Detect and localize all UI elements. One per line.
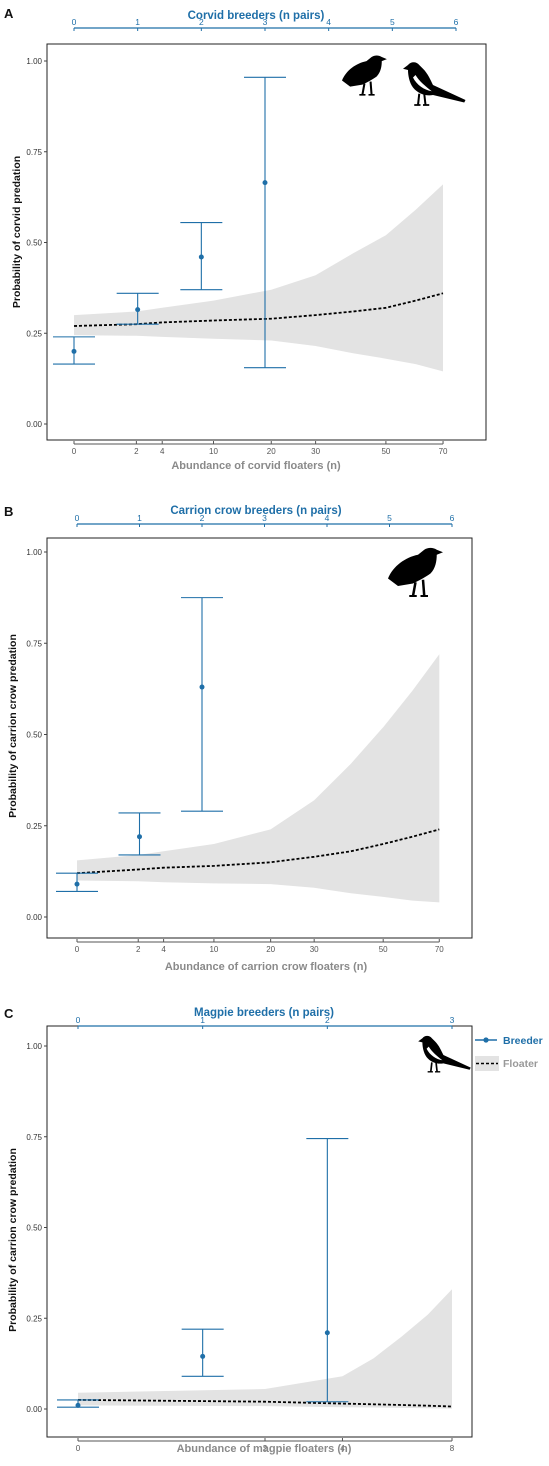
y-axis-label-b: Probability of carrion crow predation <box>7 634 19 818</box>
top-tick-label: 5 <box>390 17 395 27</box>
breeder-point <box>74 881 80 887</box>
y-tick-label: 0.50 <box>26 1224 42 1233</box>
panel-b: B Carrion crow breeders (n pairs) 0.000.… <box>4 504 473 973</box>
y-tick-label: 0.75 <box>26 148 42 157</box>
top-tick-label: 1 <box>137 513 142 523</box>
bottom-tick-label: 30 <box>310 945 319 954</box>
top-tick-label: 0 <box>75 513 80 523</box>
top-tick-label: 0 <box>76 1015 81 1025</box>
breeder-point <box>75 1402 81 1408</box>
y-tick-label: 0.00 <box>26 913 42 922</box>
top-tick-label: 5 <box>387 513 392 523</box>
y-tick-label: 0.75 <box>26 639 42 648</box>
top-tick-label: 3 <box>450 1015 455 1025</box>
plot-area-c: 0.00 0.25 0.50 0.75 1.00 0 1 2 3 0 2 4 8 <box>26 1015 473 1453</box>
bottom-tick-label: 0 <box>76 1444 81 1453</box>
x-axis-label-b: Abundance of carrion crow floaters (n) <box>165 961 368 973</box>
bottom-tick-label: 10 <box>209 447 218 456</box>
bottom-tick-label: 70 <box>435 945 444 954</box>
x-axis-label-a: Abundance of corvid floaters (n) <box>171 460 341 472</box>
top-axis-title-c: Magpie breeders (n pairs) <box>194 1007 334 1019</box>
top-tick-label: 0 <box>72 17 77 27</box>
floater-mean-line <box>73 292 444 327</box>
y-tick-label: 0.75 <box>26 1133 42 1142</box>
y-tick-label: 0.25 <box>26 822 42 831</box>
top-tick-label: 2 <box>200 513 205 523</box>
bottom-tick-label: 0 <box>72 447 77 456</box>
floater-confidence-band <box>74 184 443 372</box>
bottom-tick-label: 0 <box>75 945 80 954</box>
legend-breeder-label: Breeder <box>503 1035 543 1047</box>
legend-breeder-dot <box>483 1037 489 1043</box>
y-tick-label: 1.00 <box>26 57 42 66</box>
floater-mean-line <box>76 828 440 875</box>
breeder-point <box>135 307 141 313</box>
top-axis-title-b: Carrion crow breeders (n pairs) <box>170 505 341 517</box>
y-axis-label-c: Probability of carrion crow predation <box>7 1148 19 1332</box>
top-tick-label: 2 <box>325 1015 330 1025</box>
magpie-silhouette-c <box>417 1034 472 1073</box>
breeder-point <box>71 348 77 354</box>
top-tick-label: 3 <box>263 17 268 27</box>
bottom-tick-label: 20 <box>266 945 275 954</box>
plot-area-b: 0.00 0.25 0.50 0.75 1.00 0 1 2 3 4 5 6 0 2 4 10 20 30 50 70 <box>26 513 473 954</box>
plot-area-a: 0.00 0.25 0.50 0.75 1.00 0 1 2 3 4 5 6 0 2 4 10 20 30 50 70 <box>26 17 487 456</box>
bottom-tick-label: 20 <box>267 447 276 456</box>
y-tick-label: 0.25 <box>26 1314 42 1323</box>
floater-mean-line <box>77 1399 453 1408</box>
x-axis-label-c: Abundance of magpie floaters (n) <box>177 1443 352 1455</box>
bottom-tick-label: 50 <box>381 447 390 456</box>
y-tick-label: 0.25 <box>26 329 42 338</box>
breeder-point <box>324 1330 330 1336</box>
bottom-tick-label: 70 <box>439 447 448 456</box>
top-tick-label: 4 <box>325 513 330 523</box>
top-axis-title-a: Corvid breeders (n pairs) <box>188 10 325 22</box>
y-tick-label: 0.00 <box>26 420 42 429</box>
y-tick-label: 1.00 <box>26 548 42 557</box>
bottom-tick-label: 2 <box>136 945 141 954</box>
bottom-tick-label: 2 <box>134 447 139 456</box>
top-tick-label: 2 <box>199 17 204 27</box>
top-tick-label: 6 <box>450 513 455 523</box>
top-tick-label: 6 <box>454 17 459 27</box>
panel-c: C Magpie breeders (n pairs) 0.00 0.25 0.50… <box>4 1006 543 1455</box>
top-tick-label: 1 <box>135 17 140 27</box>
panel-label-c: C <box>4 1006 14 1021</box>
crow-silhouette-b <box>386 546 445 598</box>
bottom-tick-label: 2 <box>263 1444 268 1453</box>
legend: Breeder Floater <box>475 1035 543 1071</box>
y-tick-label: 1.00 <box>26 1042 42 1051</box>
bottom-tick-label: 4 <box>161 945 166 954</box>
crow-silhouette-a <box>340 54 388 96</box>
breeder-point <box>262 180 268 186</box>
plot-frame <box>46 537 473 939</box>
bottom-tick-label: 30 <box>311 447 320 456</box>
y-axis-label-a: Probability of corvid predation <box>11 156 23 308</box>
y-tick-label: 0.00 <box>26 1405 42 1414</box>
magpie-silhouette-a <box>402 61 467 106</box>
y-tick-label: 0.50 <box>26 731 42 740</box>
floater-confidence-band <box>78 1289 452 1409</box>
floater-confidence-band <box>77 654 440 903</box>
top-tick-label: 3 <box>262 513 267 523</box>
breeder-point <box>199 684 205 690</box>
top-tick-label: 1 <box>200 1015 205 1025</box>
breeder-point <box>137 834 142 840</box>
bottom-tick-label: 8 <box>450 1444 455 1453</box>
legend-floater-label: Floater <box>503 1058 538 1070</box>
bottom-tick-label: 4 <box>160 447 165 456</box>
top-tick-label: 4 <box>326 17 331 27</box>
breeder-point <box>198 254 204 260</box>
bottom-tick-label: 4 <box>340 1444 345 1453</box>
y-tick-label: 0.50 <box>26 239 42 248</box>
panel-a: A Corvid breeders (n pairs) 0.00 0.25 0.50… <box>4 6 487 472</box>
bottom-tick-label: 10 <box>209 945 218 954</box>
panel-label-b: B <box>4 504 13 519</box>
panel-label-a: A <box>4 6 14 21</box>
bottom-tick-label: 50 <box>379 945 388 954</box>
breeder-point <box>200 1353 206 1359</box>
